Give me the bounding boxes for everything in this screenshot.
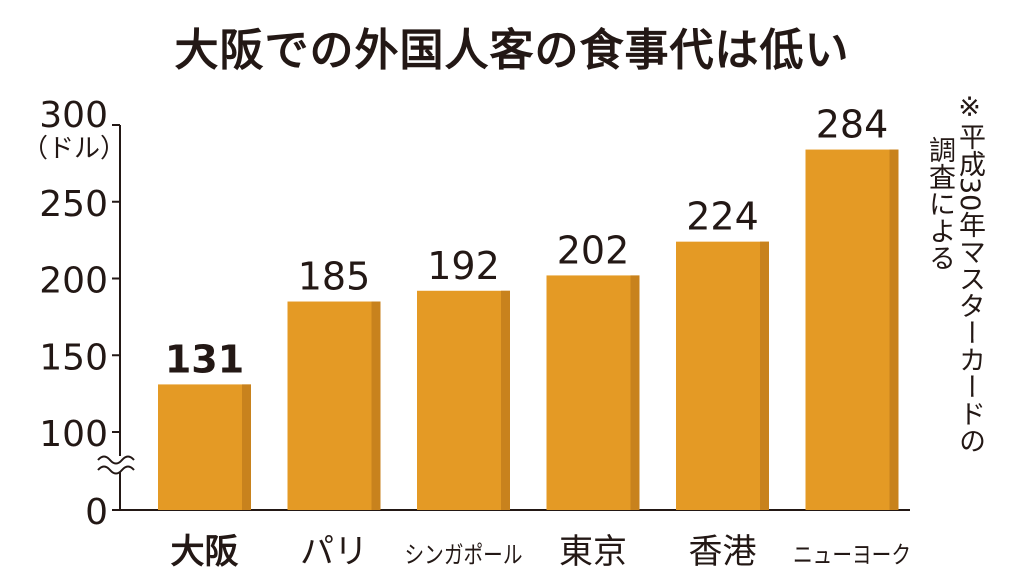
bar-4: [546, 275, 640, 510]
bar-1: [158, 384, 251, 510]
y-tick-label: 250: [39, 184, 108, 225]
bar-6: [805, 149, 899, 510]
bar-2: [287, 301, 381, 510]
x-category-label: シンガポール: [405, 541, 523, 569]
x-category-label: 東京: [559, 532, 627, 572]
y-tick-label: 200: [39, 261, 108, 302]
bar-shade-2: [371, 301, 381, 510]
axis-break-gap: [108, 456, 132, 472]
x-category-label: 香港: [689, 532, 757, 572]
bar-shade-6: [889, 149, 899, 510]
bar-5: [676, 241, 769, 510]
bar-value-label: 202: [557, 228, 630, 272]
bar-shade-4: [630, 275, 640, 510]
y-tick-label: 100: [39, 414, 108, 455]
y-tick-label: 300: [39, 95, 108, 136]
axis-break-mark-upper: [97, 455, 135, 465]
bar-3: [417, 290, 510, 510]
bar-value-label: 284: [816, 103, 889, 147]
source-note-line-2: 調査による: [924, 136, 955, 271]
source-note-line-1: ※平成30年マスターカードの: [954, 92, 985, 455]
bar-value-label: 131: [165, 337, 244, 381]
bar-value-label: 185: [298, 255, 371, 299]
x-category-label: 大阪: [171, 532, 239, 572]
bar-shade-3: [501, 290, 510, 510]
bar-shade-1: [242, 384, 251, 510]
bar-value-label: 192: [427, 244, 500, 288]
axis-break-mark-lower: [97, 465, 135, 475]
x-category-label: パリ: [300, 532, 368, 572]
y-axis-unit: （ドル）: [22, 134, 127, 164]
bar-value-label: 224: [686, 195, 759, 239]
bar-shade-5: [760, 241, 769, 510]
y-tick-label: 150: [39, 337, 108, 378]
chart-title: 大阪での外国人客の食事代は低い: [174, 25, 850, 76]
y-tick-label: 0: [85, 492, 108, 533]
x-category-label: ニューヨーク: [793, 541, 911, 569]
